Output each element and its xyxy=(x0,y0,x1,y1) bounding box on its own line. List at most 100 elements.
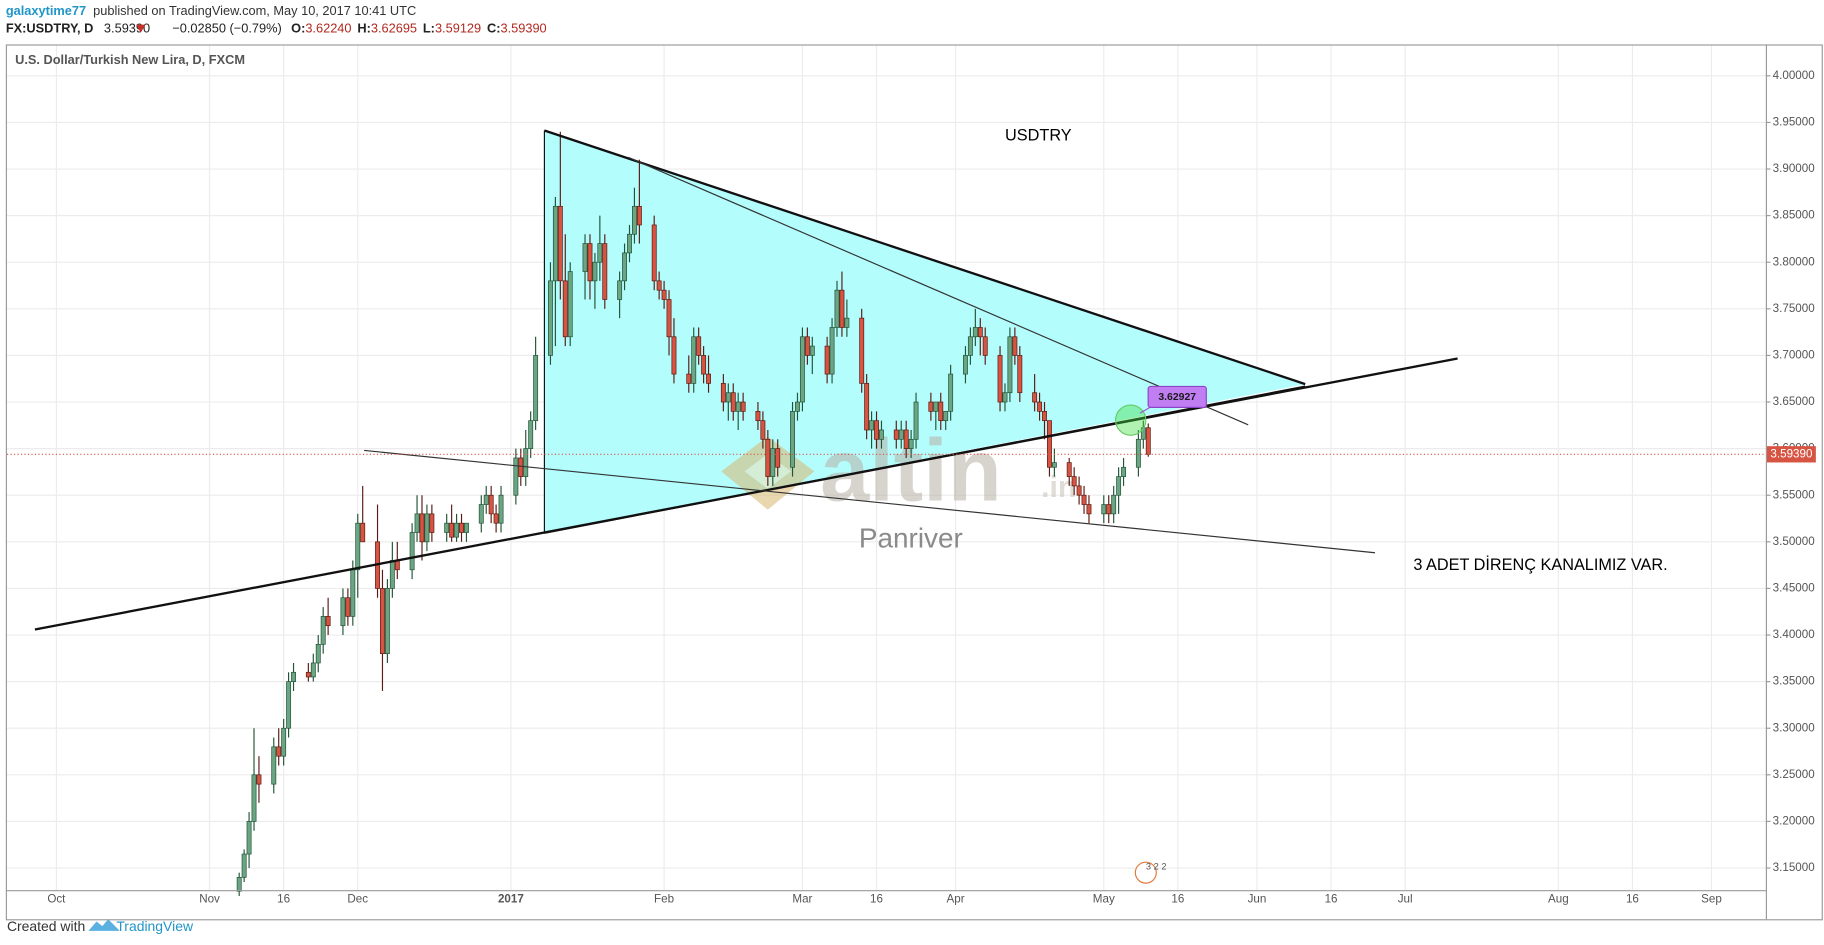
user[interactable]: galaxytime77 xyxy=(6,3,86,18)
symbol: FX:USDTRY, D xyxy=(6,21,94,36)
candle-body xyxy=(725,392,731,403)
candle-body xyxy=(617,280,623,300)
candle-body xyxy=(1101,504,1107,515)
candle-body xyxy=(864,383,870,431)
candle-body xyxy=(908,438,914,449)
y-tick-label: 3.65000 xyxy=(1773,395,1816,408)
candle-body xyxy=(459,522,464,533)
candle-body xyxy=(389,560,395,589)
candle-body xyxy=(533,355,539,422)
candle-body xyxy=(765,438,771,477)
candle-body xyxy=(893,429,899,440)
footer-logo[interactable] xyxy=(88,919,120,931)
x-tick-label: Feb xyxy=(654,892,674,905)
down-arrow xyxy=(136,24,146,33)
candle-body xyxy=(409,532,415,571)
candle-body xyxy=(1007,336,1013,394)
x-tick-label: 16 xyxy=(1325,892,1338,905)
candle-body xyxy=(706,373,711,384)
candle-body xyxy=(276,746,282,757)
y-tick-label: 3.25000 xyxy=(1773,768,1816,781)
candle-body xyxy=(548,280,553,356)
published: published on TradingView.com, May 10, 20… xyxy=(93,3,416,18)
candle-body xyxy=(1032,392,1038,403)
candle-body xyxy=(552,205,558,282)
candle-body xyxy=(829,327,835,375)
ohlc-label: L: xyxy=(423,21,435,36)
candle-body xyxy=(1042,410,1047,422)
candle-body xyxy=(977,327,983,338)
candle-body xyxy=(755,410,761,422)
candle-body xyxy=(305,671,311,678)
support-line xyxy=(34,357,1458,631)
candle-body xyxy=(943,410,949,422)
candle-body xyxy=(730,392,736,412)
candle-body xyxy=(928,401,934,412)
candle-body xyxy=(236,876,242,892)
footer-brand[interactable]: TradingView xyxy=(116,918,194,934)
y-tick-label: 3.40000 xyxy=(1773,628,1816,641)
candle-body xyxy=(869,420,875,431)
triangle-top xyxy=(544,129,1306,386)
candle-body xyxy=(582,243,588,272)
candle-body xyxy=(360,522,366,543)
header-line-1: galaxytime77 published on TradingView.co… xyxy=(6,3,416,18)
candle-body xyxy=(874,420,879,440)
channel-note: 3 ADET DİRENÇ KANALIMIZ VAR. xyxy=(1413,555,1667,574)
triangle-fill xyxy=(544,130,1306,533)
candle-body xyxy=(1086,504,1092,515)
ohlc-value: 3.59129 xyxy=(435,21,481,36)
candle-body xyxy=(498,494,504,524)
last-price-label: 3.59390 xyxy=(1770,447,1813,460)
candle-body xyxy=(879,429,884,440)
candle-body xyxy=(1037,401,1043,412)
footer: Created with TradingView xyxy=(7,918,194,934)
candle-body xyxy=(809,345,815,356)
candle-body xyxy=(839,289,845,328)
candle-body xyxy=(799,336,805,403)
candle-body xyxy=(602,243,608,300)
x-tick-label: Aug xyxy=(1548,892,1569,905)
author-text: Panriver xyxy=(859,522,963,553)
candle-body xyxy=(1071,476,1077,487)
header-line-2: FX:USDTRY, D 3.59390 −0.02850 (−0.79%) O… xyxy=(6,21,547,36)
candle-body xyxy=(1111,494,1117,515)
candle-body xyxy=(587,243,593,282)
candle-body xyxy=(286,681,292,729)
last: 3.59390 xyxy=(104,21,150,36)
candle-body xyxy=(997,355,1003,403)
candle-body xyxy=(310,662,316,678)
footer-created: Created with xyxy=(7,918,85,934)
y-tick-label: 3.85000 xyxy=(1773,209,1816,222)
candle-body xyxy=(790,410,795,468)
frame-border xyxy=(5,44,1823,921)
y-tick-label: 3.90000 xyxy=(1773,162,1816,175)
candle-body xyxy=(1145,427,1151,455)
y-tick-label: 3.55000 xyxy=(1773,488,1816,501)
x-tick-label: 16 xyxy=(277,892,290,905)
candle-body xyxy=(967,336,973,356)
candle-body xyxy=(898,429,904,440)
candle-body xyxy=(1051,462,1057,468)
candle-body xyxy=(325,616,331,627)
y-tick-label: 3.75000 xyxy=(1773,302,1816,315)
candle-body xyxy=(281,727,287,757)
ohlc-label: C: xyxy=(487,21,501,36)
candle-body xyxy=(938,401,944,422)
badge-text: 3 2 2 xyxy=(1146,861,1167,871)
candle-body xyxy=(528,420,534,449)
x-tick-label: Sep xyxy=(1701,892,1722,905)
chart-title: U.S. Dollar/Turkish New Lira, D, FXCM xyxy=(15,52,245,67)
candle-body xyxy=(1017,355,1023,394)
candle-body xyxy=(488,494,494,515)
candle-body xyxy=(567,271,573,338)
candle-body xyxy=(859,317,865,384)
badge-icon xyxy=(1134,861,1157,884)
candle-body xyxy=(513,457,519,496)
y-tick-label: 4.00000 xyxy=(1773,69,1816,82)
candle-body xyxy=(256,774,262,785)
candle-body xyxy=(701,355,707,375)
x-tick-label: Mar xyxy=(792,892,812,905)
